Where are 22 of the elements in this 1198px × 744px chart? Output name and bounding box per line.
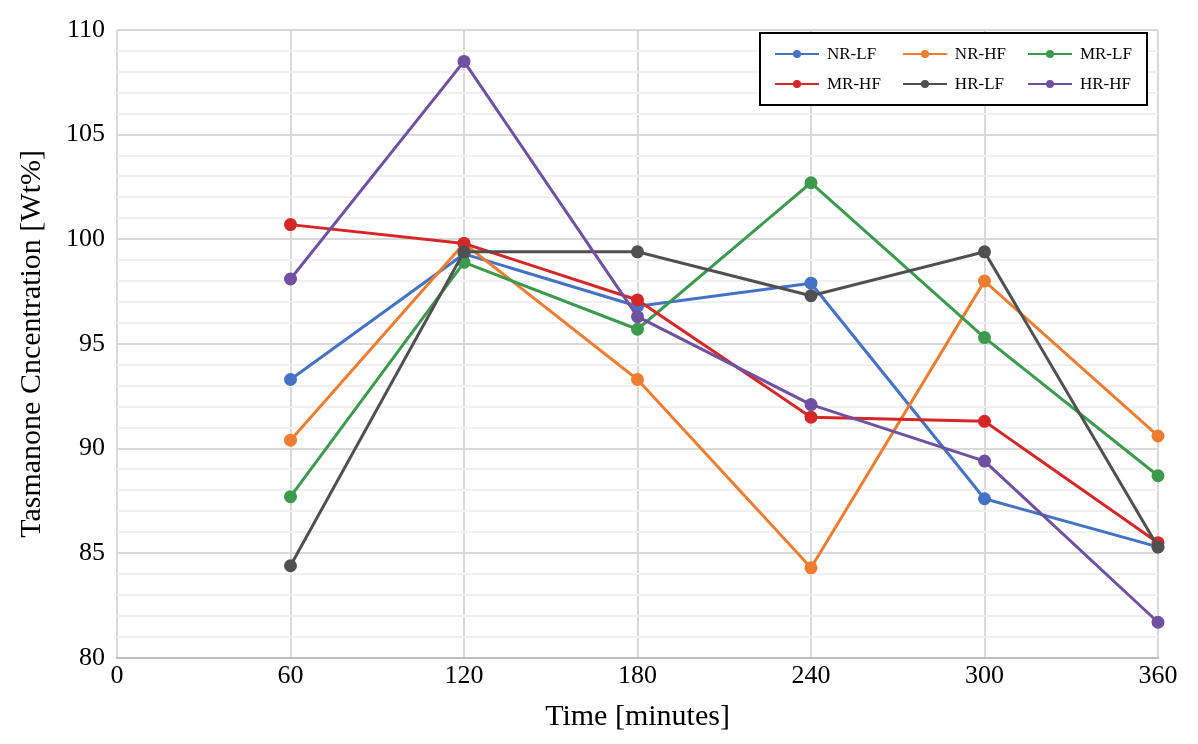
- x-tick-label: 180: [618, 660, 657, 690]
- x-tick-label: 240: [791, 660, 831, 690]
- x-tick-label: 60: [277, 660, 304, 690]
- legend-label: MR-HF: [827, 74, 881, 94]
- legend-label: HR-LF: [954, 74, 1004, 94]
- y-tick-label: 95: [79, 327, 105, 357]
- legend-label: NR-LF: [827, 44, 877, 64]
- x-tick-label: 300: [965, 660, 1004, 690]
- y-tick-label: 90: [79, 432, 105, 462]
- y-tick-label: 100: [66, 223, 105, 253]
- legend-label: MR-LF: [1079, 44, 1132, 64]
- x-tick-label: 360: [1138, 660, 1178, 690]
- y-tick-label: 105: [66, 118, 105, 148]
- x-tick-label: 120: [444, 660, 484, 690]
- y-tick-label: 80: [79, 641, 105, 671]
- legend-label: NR-HF: [954, 44, 1006, 64]
- y-tick-label: 110: [66, 13, 105, 43]
- y-axis-title: Tasmanone Cncentration [Wt%]: [12, 150, 46, 538]
- x-tick-label: 0: [110, 660, 124, 690]
- y-tick-label: 85: [79, 536, 105, 566]
- legend-label: HR-HF: [1079, 74, 1131, 94]
- x-axis-title: Time [minutes]: [545, 697, 730, 731]
